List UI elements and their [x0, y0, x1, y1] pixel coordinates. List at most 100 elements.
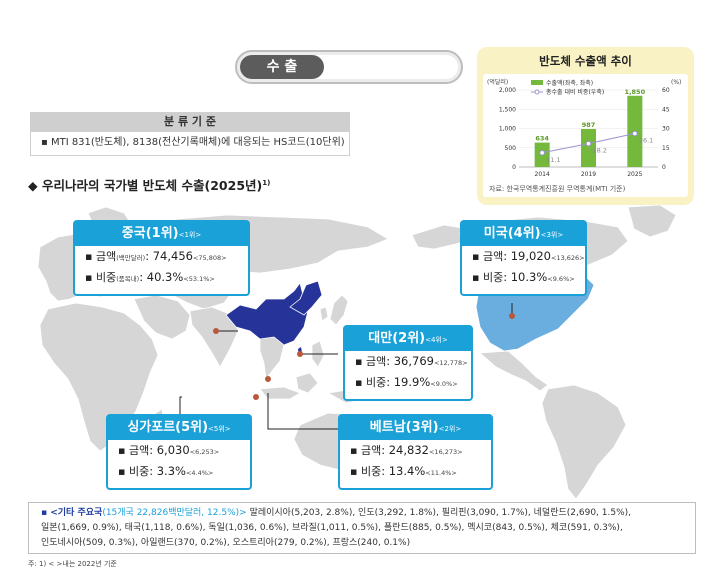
- y-tick-right: 30: [662, 126, 670, 133]
- share-prev: <9.0%>: [430, 380, 458, 388]
- share-value: : 19.9%: [386, 375, 431, 389]
- amount-label: ▪ 금액: [350, 444, 382, 457]
- trend-chart: (억달러) (%) 0 0 500 15 1,000 30 1,500 45 2,000 60 634 2…: [487, 78, 681, 178]
- map-south-america: [541, 384, 627, 500]
- y-tick-left: 0: [512, 164, 516, 171]
- share-prev: <9.6%>: [547, 275, 575, 283]
- y-tick-right: 45: [662, 106, 670, 113]
- amount-prev: <13,626>: [550, 254, 585, 262]
- callout-singapore: 싱가포르(5위)<5위> ▪ 금액: 6,030<6,253> ▪ 비중: 3.…: [106, 414, 252, 490]
- chart-source: 자료: 한국무역통계진흥원 무역통계(MTI 기준): [489, 185, 626, 193]
- legend-line-marker: [534, 89, 540, 95]
- marker-usa: [509, 313, 515, 319]
- callout-usa-title: 미국(4위): [483, 226, 541, 241]
- others-line-3: 인도네시아(509, 0.3%), 아일랜드(370, 0.2%), 오스트리아…: [41, 538, 411, 548]
- chart-title: 반도체 수출액 추이: [539, 54, 632, 68]
- map-borneo: [295, 372, 319, 394]
- others-label: ▪ <기타 주요국: [41, 508, 103, 518]
- y-tick-right: 0: [662, 164, 666, 171]
- legend-bar-swatch: [531, 80, 543, 85]
- callout-taiwan-prev-rank: <4위>: [425, 336, 448, 344]
- share-point-2025: [632, 130, 638, 137]
- amount-value: : 36,769: [386, 354, 434, 368]
- callout-china-prev-rank: <1위>: [178, 231, 202, 239]
- amount-label: ▪ 금액: [85, 250, 117, 263]
- callout-vietnam-share: ▪ 비중: 13.4%<11.4%>: [340, 461, 491, 482]
- callout-taiwan-share: ▪ 비중: 19.9%<9.0%>: [345, 372, 471, 393]
- section-label: 수 출: [240, 55, 324, 79]
- share-unit: (품목내): [116, 275, 140, 283]
- share-label: ▪ 비중: [355, 376, 387, 389]
- callout-singapore-share: ▪ 비중: 3.3%<4.4%>: [108, 461, 250, 482]
- classification-criteria: 분 류 기 준 ▪ MTI 831(반도체), 8138(전산기록매체)에 대응…: [30, 112, 350, 156]
- amount-value: : 6,030: [149, 443, 190, 457]
- bar-label-2014: 634: [535, 135, 549, 143]
- share-prev: <4.4%>: [185, 469, 214, 477]
- legend-line-label: 총수출 대비 비중(우축): [546, 88, 604, 96]
- callout-china-share: ▪ 비중(품목내): 40.3%<53.1%>: [75, 267, 248, 288]
- export-trend-panel: 반도체 수출액 추이 (억달러) (%) 0 0 500 15 1,000 30 1,500 45…: [477, 47, 694, 205]
- callout-china-title: 중국(1위): [121, 226, 179, 241]
- map-manchuria: [289, 280, 323, 316]
- share-label: ▪ 비중: [472, 271, 504, 284]
- callout-vietnam-prev-rank: <2위>: [438, 425, 462, 433]
- amount-label: ▪ 금액: [355, 355, 387, 368]
- main-title-footnote-mark: 1): [262, 178, 271, 187]
- amount-prev: <16,273>: [428, 448, 463, 456]
- marker-vietnam: [265, 376, 271, 382]
- share-label-2019: 18.2: [593, 147, 607, 155]
- amount-label: ▪ 금액: [118, 444, 150, 457]
- amount-value: : 74,456: [145, 249, 193, 263]
- bar-label-2019: 987: [582, 121, 596, 129]
- connector-singapore: [179, 396, 182, 414]
- share-point-2014: [539, 149, 545, 156]
- callout-china-amount: ▪ 금액(백만달러): 74,456<75,808>: [75, 246, 248, 267]
- marker-taiwan: [297, 351, 303, 357]
- x-tick-2025: 2025: [627, 171, 642, 178]
- callout-taiwan-title: 대만(2위): [368, 331, 426, 346]
- callout-taiwan-header: 대만(2위)<4위>: [345, 327, 471, 351]
- map-korea: [319, 306, 329, 322]
- amount-label: ▪ 금액: [472, 250, 504, 263]
- y-tick-left: 2,000: [499, 87, 516, 94]
- callout-china: 중국(1위)<1위> ▪ 금액(백만달러): 74,456<75,808> ▪ …: [73, 220, 250, 296]
- callout-singapore-title: 싱가포르(5위): [127, 420, 209, 435]
- callout-singapore-amount: ▪ 금액: 6,030<6,253>: [108, 440, 250, 461]
- map-mexico: [479, 350, 549, 392]
- map-greenland: [627, 204, 677, 238]
- y-axis-left-unit: (억달러): [487, 78, 508, 86]
- callout-vietnam-title: 베트남(3위): [369, 420, 439, 435]
- map-japan: [329, 294, 349, 326]
- share-label-2025: 26.1: [639, 137, 653, 145]
- criteria-header: 분 류 기 준: [30, 112, 350, 132]
- chart-area: (억달러) (%) 0 0 500 15 1,000 30 1,500 45 2,000 60 634 2…: [483, 74, 688, 197]
- share-prev: <53.1%>: [183, 275, 215, 283]
- amount-prev: <6,253>: [189, 448, 220, 456]
- callout-usa: 미국(4위)<3위> ▪ 금액: 19,020<13,626> ▪ 비중: 10…: [460, 220, 587, 296]
- amount-value: : 24,832: [381, 443, 429, 457]
- share-label: ▪ 비중: [118, 465, 150, 478]
- marker-china: [213, 328, 219, 334]
- criteria-text: ▪ MTI 831(반도체), 8138(전산기록매체)에 대응되는 HS코드(…: [30, 132, 350, 156]
- callout-taiwan-amount: ▪ 금액: 36,769<12,778>: [345, 351, 471, 372]
- marker-singapore: [253, 394, 259, 400]
- map-indonesia: [259, 386, 301, 400]
- callout-vietnam: 베트남(3위)<2위> ▪ 금액: 24,832<16,273> ▪ 비중: 1…: [338, 414, 493, 490]
- callout-vietnam-header: 베트남(3위)<2위>: [340, 416, 491, 440]
- y-axis-right-unit: (%): [671, 79, 681, 86]
- legend-bar-label: 수출액(좌축, 좌축): [546, 79, 593, 87]
- share-label: ▪ 비중: [350, 465, 382, 478]
- other-countries-box: ▪ <기타 주요국(15개국 22,826백만달러, 12.5%)> 말레이시아…: [28, 502, 696, 554]
- section-tab: 수 출: [235, 50, 463, 84]
- callout-usa-prev-rank: <3위>: [540, 231, 564, 239]
- amount-prev: <12,778>: [433, 359, 468, 367]
- share-value: : 3.3%: [149, 464, 186, 478]
- others-line-1: ▪ <기타 주요국(15개국 22,826백만달러, 12.5%)> 말레이시아…: [41, 506, 687, 521]
- y-tick-left: 1,000: [499, 126, 516, 133]
- share-label: ▪ 비중: [85, 271, 117, 284]
- x-tick-2019: 2019: [581, 171, 596, 178]
- map-middle-east: [133, 294, 191, 340]
- callout-usa-header: 미국(4위)<3위>: [462, 222, 585, 246]
- share-value: : 10.3%: [503, 270, 548, 284]
- others-line-2: 일본(1,669, 0.9%), 태국(1,118, 0.6%), 독일(1,0…: [41, 523, 623, 533]
